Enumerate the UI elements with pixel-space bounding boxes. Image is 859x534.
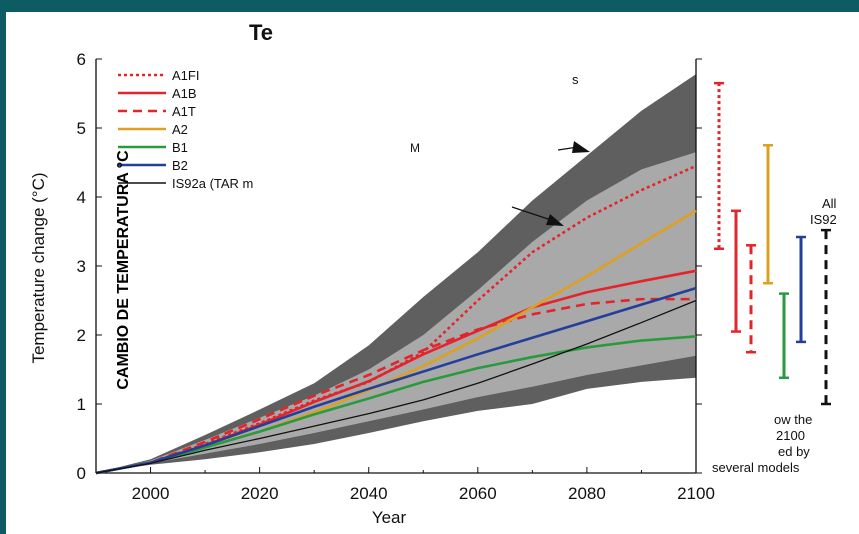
axis-ticks: 0 1 2 3 4 5 6 2000 2020 2040 2060 2080 2100 — [77, 50, 715, 503]
legend-entry: A2 — [118, 122, 188, 137]
annotation-cover — [398, 137, 568, 169]
series-lines — [95, 164, 697, 475]
side-note-line-3: ed by — [778, 444, 810, 459]
legend: A1FI A1B A1T A2 B1 B2 IS92a (TAR m — [106, 67, 296, 197]
legend-entry: B1 — [118, 140, 188, 155]
y-tick-label: 6 — [77, 50, 86, 69]
legend-label: A1B — [172, 86, 197, 101]
slide: Te 0 1 2 3 4 5 6 2000 2020 2040 2060 2080 2100 Year … — [6, 12, 859, 534]
legend-entry: A1B — [118, 86, 197, 101]
uncertainty-bands — [96, 74, 696, 474]
band-inner — [96, 152, 696, 473]
legend-label: IS92a (TAR m — [172, 176, 253, 191]
x-tick-label: 2080 — [568, 484, 606, 503]
series-line-is92a-tar-m — [95, 299, 697, 474]
overlay-label: CAMBIO DE TEMPERATURA °C — [115, 150, 132, 390]
legend-entry: IS92a (TAR m — [118, 176, 253, 191]
range-bars — [714, 81, 831, 406]
range-bar-b2 — [796, 235, 806, 344]
mid-fragment-label: M — [410, 141, 420, 155]
legend-entry: A1FI — [118, 68, 199, 83]
legend-box — [106, 67, 296, 197]
series-line-a1t — [95, 297, 696, 475]
side-note-line-1: ow the — [774, 412, 812, 427]
y-tick-label: 5 — [77, 119, 86, 138]
pointer-arrow-lower — [511, 206, 564, 226]
legend-label: B1 — [172, 140, 188, 155]
y-tick-label: 2 — [77, 326, 86, 345]
y-axis-title: Temperature change (°C) — [29, 172, 48, 363]
x-axis-title: Year — [372, 508, 407, 527]
series-line-b2 — [95, 286, 697, 475]
x-tick-label: 2060 — [459, 484, 497, 503]
range-bar-a1b — [731, 209, 741, 333]
legend-label: A2 — [172, 122, 188, 137]
top-fragment-label: s — [572, 72, 579, 87]
x-tick-label: 2040 — [350, 484, 388, 503]
range-bar-b1 — [779, 292, 789, 380]
side-label-is92: IS92 — [810, 212, 837, 227]
range-bar-a2 — [763, 144, 773, 285]
y-tick-label: 4 — [77, 188, 86, 207]
y-tick-label: 1 — [77, 395, 86, 414]
range-bar-a1t — [746, 244, 756, 354]
legend-label: A1FI — [172, 68, 199, 83]
legend-label: A1T — [172, 104, 196, 119]
legend-entry: A1T — [118, 104, 196, 119]
legend-entry: B2 — [118, 158, 188, 173]
series-line-b1 — [95, 335, 697, 475]
legend-label: B2 — [172, 158, 188, 173]
slide-title: Te — [249, 20, 273, 45]
x-tick-label: 2020 — [241, 484, 279, 503]
x-tick-label: 2000 — [132, 484, 170, 503]
y-tick-label: 0 — [77, 464, 86, 483]
x-tick-label: 2100 — [677, 484, 715, 503]
side-note-line-2: 2100 — [776, 428, 805, 443]
side-note-line-4: several models — [712, 460, 800, 475]
range-bar-a1fi — [714, 81, 724, 250]
pointer-arrow-upper — [557, 141, 590, 153]
y-tick-label: 3 — [77, 257, 86, 276]
range-bar-all-is92 — [821, 228, 831, 406]
side-label-all: All — [822, 196, 837, 211]
